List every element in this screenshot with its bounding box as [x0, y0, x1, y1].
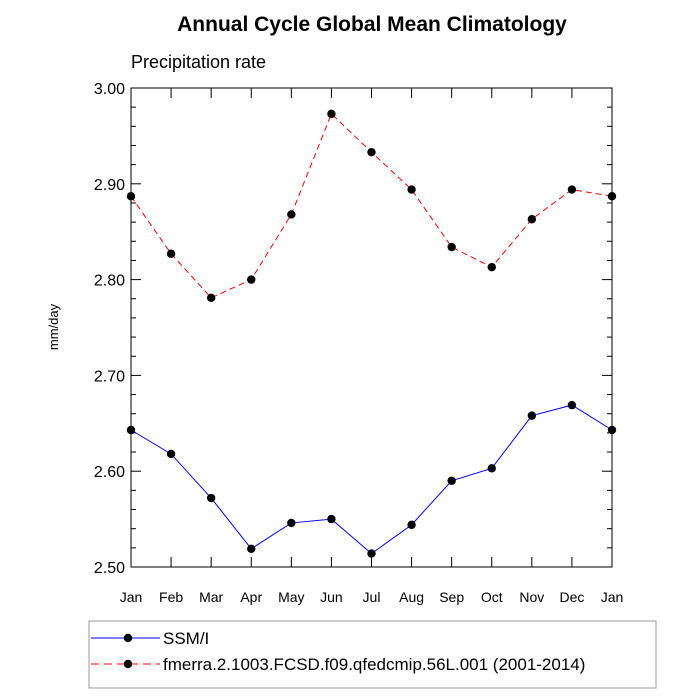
- data-point: [126, 192, 136, 201]
- data-point: [447, 242, 456, 252]
- data-point: [447, 476, 456, 485]
- data-point: [166, 249, 176, 258]
- data-point: [567, 185, 577, 194]
- legend-box: [88, 620, 657, 689]
- data-point: [247, 544, 256, 553]
- x-tick-label: Jan: [120, 589, 143, 605]
- data-point: [407, 520, 416, 530]
- data-point: [527, 411, 537, 420]
- chart-title: Annual Cycle Global Mean Climatology: [177, 13, 567, 36]
- x-tick-label: Dec: [559, 589, 584, 605]
- legend-marker: [123, 633, 133, 643]
- legend: SSM/I fmerra.2.1003.FCSD.f09.qfedcmip.56L…: [88, 620, 657, 689]
- y-tick-label: 2.60: [94, 464, 125, 481]
- x-tick-label: Jun: [320, 589, 343, 605]
- x-tick-label: Sep: [439, 589, 464, 605]
- y-tick-label: 2.70: [94, 368, 125, 385]
- data-point: [527, 215, 537, 224]
- data-point: [166, 449, 176, 459]
- data-point: [367, 549, 376, 558]
- data-point: [367, 147, 376, 157]
- data-point: [407, 185, 416, 194]
- data-point: [287, 518, 296, 528]
- y-tick-label: 3.00: [94, 81, 125, 98]
- legend-marker: [123, 659, 133, 669]
- x-tick-label: May: [278, 589, 304, 605]
- x-tick-label: Feb: [159, 589, 183, 605]
- data-point: [607, 425, 617, 435]
- data-point: [126, 425, 136, 435]
- data-point: [247, 275, 256, 284]
- data-point: [206, 493, 216, 503]
- x-tick-label: Nov: [519, 589, 544, 605]
- y-tick-label: 2.80: [94, 273, 125, 290]
- chart-subtitle: Precipitation rate: [131, 52, 266, 72]
- data-point: [607, 192, 617, 201]
- x-tick-label: Mar: [199, 589, 223, 605]
- x-tick-label: Jan: [601, 589, 624, 605]
- y-tick-label: 2.50: [94, 560, 125, 577]
- y-axis-label: mm/day: [46, 303, 61, 350]
- legend-label: SSM/I: [163, 629, 209, 648]
- data-point: [487, 464, 496, 473]
- legend-label: fmerra.2.1003.FCSD.f09.qfedcmip.56L.001 …: [163, 655, 585, 674]
- plot-frame: [130, 87, 613, 568]
- y-tick-label: 2.90: [94, 177, 125, 194]
- x-tick-label: Aug: [399, 589, 424, 605]
- data-point: [287, 210, 296, 219]
- data-point: [327, 514, 336, 524]
- x-tick-label: Apr: [240, 589, 262, 605]
- x-tick-label: Jul: [363, 589, 381, 605]
- data-point: [206, 293, 216, 303]
- series-line-1: [130, 112, 613, 299]
- series-line-0: [130, 404, 613, 555]
- data-point: [487, 262, 496, 272]
- data-point: [567, 400, 577, 410]
- data-point: [327, 109, 336, 119]
- x-tick-label: Oct: [481, 589, 503, 605]
